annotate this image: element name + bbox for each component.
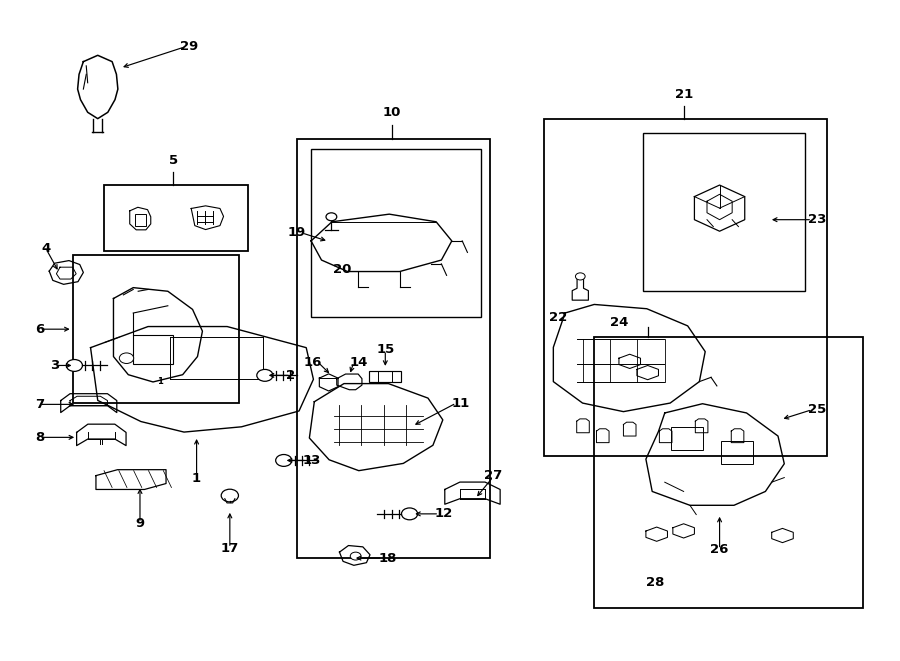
Bar	[722, 441, 752, 464]
Text: 7: 7	[35, 398, 44, 411]
Bar	[297, 139, 490, 558]
Bar	[104, 185, 248, 251]
Circle shape	[575, 273, 585, 280]
Text: 11: 11	[452, 397, 470, 410]
Text: 21: 21	[674, 88, 693, 101]
Bar	[644, 133, 805, 291]
Text: 13: 13	[302, 454, 321, 467]
Text: 6: 6	[35, 323, 44, 336]
Text: 5: 5	[168, 154, 178, 167]
Text: 27: 27	[484, 469, 502, 483]
Text: 8: 8	[35, 431, 44, 444]
Circle shape	[350, 552, 361, 560]
Bar	[133, 334, 173, 364]
Text: 18: 18	[378, 551, 397, 564]
Bar	[594, 337, 863, 607]
Text: 16: 16	[304, 356, 322, 369]
Bar	[671, 427, 703, 450]
Text: 17: 17	[220, 541, 239, 555]
Circle shape	[67, 360, 83, 371]
Text: 12: 12	[435, 508, 453, 520]
Circle shape	[221, 489, 239, 502]
Text: 22: 22	[549, 311, 567, 324]
Text: 20: 20	[333, 263, 352, 276]
Bar	[73, 254, 238, 403]
Text: 14: 14	[349, 356, 368, 369]
Bar	[310, 149, 482, 317]
Text: 26: 26	[710, 543, 729, 556]
Bar	[544, 120, 827, 456]
Circle shape	[256, 369, 273, 381]
Circle shape	[120, 353, 134, 364]
Text: 19: 19	[288, 226, 306, 239]
Text: 2: 2	[286, 369, 295, 382]
Text: 10: 10	[382, 106, 400, 120]
Text: 4: 4	[41, 241, 50, 254]
Text: 3: 3	[50, 359, 59, 372]
Text: 1: 1	[158, 377, 164, 385]
Text: 23: 23	[807, 214, 826, 226]
Text: 15: 15	[376, 342, 394, 356]
Text: 28: 28	[646, 576, 664, 589]
Text: 1: 1	[192, 473, 202, 485]
Circle shape	[326, 213, 337, 221]
Text: 9: 9	[135, 516, 145, 529]
Bar	[135, 214, 146, 226]
Bar	[370, 371, 401, 382]
Circle shape	[401, 508, 418, 520]
Text: 25: 25	[807, 403, 826, 416]
Text: 29: 29	[180, 40, 199, 54]
Circle shape	[275, 455, 292, 467]
Text: 24: 24	[610, 316, 628, 329]
